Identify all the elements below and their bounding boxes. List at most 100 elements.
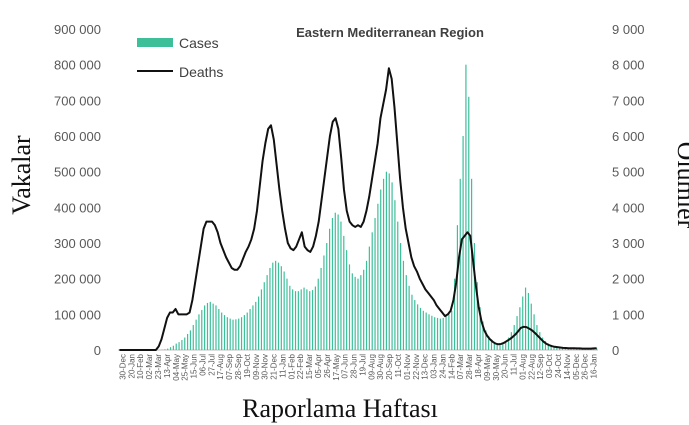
cases-bar (542, 337, 544, 350)
cases-bar (243, 315, 245, 350)
cases-bar (453, 278, 456, 350)
x-tick-label: 13-Apr (163, 354, 172, 378)
cases-bar (471, 178, 473, 350)
cases-bar (479, 307, 481, 350)
cases-bar (221, 312, 223, 350)
cases-bar (340, 221, 342, 350)
cases-bar (255, 301, 257, 350)
x-tick-label: 11-Oct (394, 353, 403, 377)
cases-bar (320, 267, 322, 350)
cases-bar (530, 303, 532, 350)
cases-bar (368, 246, 370, 350)
x-tick-label: 24-Jan (438, 354, 447, 378)
x-tick-label: 14-Feb (447, 353, 456, 379)
x-axis-title: Raporlama Haftası (242, 394, 438, 423)
cases-bar (343, 235, 345, 350)
x-tick-label: 28-Mar (465, 354, 474, 380)
cases-bar (209, 301, 211, 350)
y-left-tick-label: 100 000 (54, 307, 101, 322)
cases-bar (306, 289, 308, 350)
y-left-tick-label: 200 000 (54, 272, 101, 287)
cases-bar (425, 312, 427, 350)
cases-bar (451, 310, 453, 350)
x-tick-label: 28-Jun (350, 354, 359, 378)
cases-bar (422, 310, 424, 350)
x-tick-label: 27-Jul (207, 354, 216, 376)
y-right-tick-label: 5 000 (612, 165, 645, 180)
x-tick-label: 05-Dec (572, 354, 581, 380)
y-left-tick-label: 600 000 (54, 129, 101, 144)
cases-bar (238, 318, 240, 350)
x-tick-label: 07-Sep (225, 353, 234, 379)
y-right-tick-label: 4 000 (612, 200, 645, 215)
x-tick-label: 28-Sep (234, 353, 243, 379)
y-right-tick-label: 3 000 (612, 236, 645, 251)
cases-bar (442, 317, 444, 350)
x-tick-label: 07-Jun (341, 354, 350, 378)
x-tick-label: 22-Aug (527, 354, 536, 380)
cases-bar (405, 275, 407, 350)
y-left-tick-label: 400 000 (54, 200, 101, 215)
x-tick-label: 23-Mar (154, 354, 163, 380)
cases-bar (360, 275, 362, 350)
cases-bar (192, 325, 194, 350)
cases-bar (283, 271, 285, 350)
cases-bar (547, 343, 549, 350)
x-tick-label: 17-May (332, 354, 341, 381)
x-tick-label: 03-Oct (545, 353, 554, 378)
x-tick-label: 13-Dec (421, 354, 430, 380)
cases-bar (371, 232, 373, 350)
cases-bar (229, 318, 231, 350)
cases-bar (553, 346, 555, 350)
cases-bar (348, 264, 351, 350)
cases-bar (351, 273, 353, 350)
x-tick-label: 11-Jul (510, 354, 519, 375)
cases-bar (212, 303, 214, 350)
cases-bar (556, 346, 558, 350)
cases-bar (235, 319, 237, 350)
y-right-tick-label: 9 000 (612, 22, 645, 37)
cases-bar (411, 294, 413, 350)
x-axis-ticks: 30-Dec 20-Jan 10-Feb 02-Mar 23-Mar 13-Apr 04-M… (118, 353, 598, 380)
cases-bar (436, 317, 439, 350)
x-tick-label: 19-Jul (358, 354, 367, 376)
cases-bar (476, 282, 478, 350)
x-tick-label: 15-Mar (305, 354, 314, 380)
cases-bar (280, 266, 282, 350)
cases-bar (309, 291, 311, 350)
cases-bar (311, 290, 314, 350)
cases-bar (186, 333, 189, 350)
cases-bar (300, 289, 302, 350)
cases-bar (178, 342, 180, 350)
cases-bar (485, 330, 487, 350)
cases-bar (507, 337, 510, 350)
cases-bar (559, 347, 561, 350)
cases-bar (204, 305, 206, 350)
cases-bar (434, 317, 436, 350)
cases-bar (439, 318, 441, 350)
cases-bar (215, 305, 217, 350)
cases-bar (374, 218, 376, 350)
y-right-tick-label: 8 000 (612, 58, 645, 73)
x-tick-label: 09-Nov (252, 354, 261, 380)
x-tick-label: 20-Jun (501, 354, 510, 378)
chart-title: Eastern Mediterranean Region (296, 25, 484, 40)
cases-bar (550, 345, 552, 350)
x-tick-label: 15-Jun (190, 354, 199, 378)
cases-bar (337, 214, 339, 350)
cases-bar (365, 260, 368, 350)
x-tick-label: 17-Aug (216, 354, 225, 380)
cases-bar (363, 269, 365, 350)
cases-bar (314, 286, 316, 350)
x-tick-label: 30-Nov (261, 354, 270, 380)
cases-bar (346, 250, 348, 350)
cases-bar (272, 262, 274, 350)
cases-bar (394, 200, 396, 350)
cases-bar (473, 243, 476, 350)
x-tick-label: 02-Mar (145, 354, 154, 380)
cases-bar (397, 221, 399, 350)
y-left-tick-label: 0 (94, 343, 101, 358)
cases-bar (536, 325, 538, 350)
